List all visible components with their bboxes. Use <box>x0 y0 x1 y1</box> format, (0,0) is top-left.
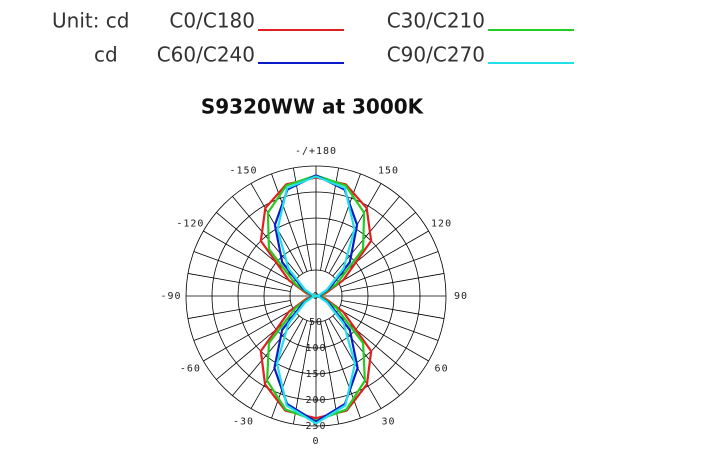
theta-tick-label: -30 <box>233 417 254 428</box>
legend-label: C90/C270 <box>387 43 485 67</box>
grid-spoke <box>341 300 445 319</box>
theta-tick-label: 90 <box>454 291 468 302</box>
grid-spoke <box>271 173 308 272</box>
grid-spoke <box>324 173 361 272</box>
theta-tick-label: -/+180 <box>295 146 337 157</box>
grid-spoke <box>341 273 445 292</box>
grid-spoke <box>271 320 308 419</box>
legend-prefix: Unit: cd <box>52 9 130 33</box>
theta-tick-label: 0 <box>312 436 319 447</box>
r-tick-label: 50 <box>309 317 323 328</box>
grid-spoke <box>193 251 292 288</box>
grid-spoke <box>187 300 291 319</box>
theta-tick-label: -60 <box>180 364 201 375</box>
grid-spoke <box>232 196 300 277</box>
theta-tick-label: 120 <box>431 219 452 230</box>
grid-spoke <box>338 308 429 362</box>
r-tick-label: 150 <box>305 369 326 380</box>
theta-tick-label: -90 <box>160 291 181 302</box>
grid-spoke <box>232 315 300 396</box>
grid-spoke <box>293 321 312 425</box>
grid-spoke <box>340 304 439 341</box>
grid-spoke <box>320 321 339 425</box>
legend-prefix: cd <box>94 43 118 67</box>
grid-spoke <box>187 273 291 292</box>
theta-tick-label: -120 <box>176 219 204 230</box>
theta-tick-label: 150 <box>378 165 399 176</box>
legend-label: C30/C210 <box>387 9 485 33</box>
legend-label: C0/C180 <box>169 9 255 33</box>
grid-spoke <box>338 230 429 284</box>
grid-spoke <box>332 315 400 396</box>
series-line <box>275 175 357 425</box>
r-tick-label: 250 <box>305 421 326 432</box>
theta-tick-label: 30 <box>381 417 395 428</box>
grid-spoke <box>340 251 439 288</box>
r-tick-label: 200 <box>305 395 326 406</box>
legend-label: C60/C240 <box>157 43 255 67</box>
grid-spoke <box>332 196 400 277</box>
chart-title: S9320WW at 3000K <box>201 95 425 119</box>
grid-spoke <box>203 230 294 284</box>
theta-tick-label: -150 <box>229 165 257 176</box>
theta-tick-label: 60 <box>435 364 449 375</box>
series-line <box>259 176 373 420</box>
grid-spoke <box>203 308 294 362</box>
grid-spoke <box>193 304 292 341</box>
series-line <box>273 174 359 423</box>
grid-spoke <box>324 320 361 419</box>
r-tick-label: 100 <box>305 343 326 354</box>
